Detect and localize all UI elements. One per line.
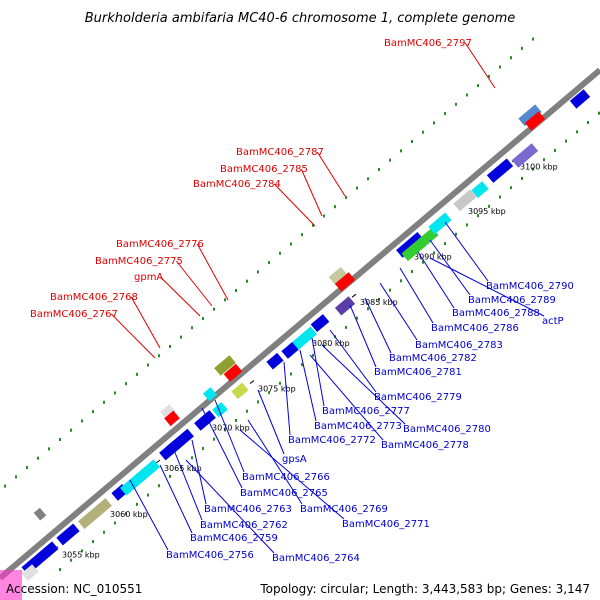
map-title: Burkholderia ambifaria MC40-6 chromosome… [85,11,515,26]
gene-labels: BamMC406_2797 BamMC406_2787 BamMC406_2785 B… [30,38,574,564]
gene-block [334,296,356,316]
gene-label: BamMC406_2779 [374,392,462,403]
gene-block [486,158,514,183]
gene-block [231,382,249,400]
gene-label: BamMC406_2776 [116,239,204,250]
accession-label: Accession: NC_010551 [6,582,143,596]
tick-label: 3080 kbp [312,339,350,348]
gene-block [78,498,112,530]
gene-label: BamMC406_2756 [166,550,254,561]
gene-block [33,507,47,521]
tick-label: 3075 kbp [258,385,296,394]
tick-label: 3090 kbp [414,252,452,261]
tick-label: 3095 kbp [468,207,506,216]
gene-block [453,189,477,212]
gene-block [202,387,218,402]
gene-label: BamMC406_2790 [486,281,574,292]
gene-block [21,564,39,581]
gene-label: actP [542,316,564,327]
gene-label: BamMC406_2778 [381,440,469,451]
gene-block [214,355,236,376]
tick-label: 3070 kbp [212,424,250,433]
gene-label: BamMC406_2784 [193,179,281,190]
gene-label: BamMC406_2769 [300,504,388,515]
gene-label: BamMC406_2789 [468,295,556,306]
outer-dotted-track [4,37,534,488]
label-leaders [110,42,545,554]
gene-features [21,89,591,581]
tick-label: 3085 kbp [360,298,398,307]
gene-block [310,314,330,333]
gene-block [569,89,591,109]
gene-label: BamMC406_2785 [220,164,308,175]
gene-label: BamMC406_2777 [322,406,410,417]
gene-block [401,227,439,262]
gene-label: BamMC406_2788 [452,308,540,319]
gene-label: BamMC406_2781 [374,367,462,378]
gene-block [511,143,539,168]
gene-label: BamMC406_2797 [384,38,472,49]
gene-block [194,410,216,431]
corner-marker [0,570,22,600]
gene-block [524,111,546,131]
chromosome-backbone [0,67,600,581]
gene-label: BamMC406_2759 [190,533,278,544]
gene-label: BamMC406_2771 [342,519,430,530]
gene-label: gpsA [282,454,307,465]
gene-label: BamMC406_2782 [389,353,477,364]
gene-label: BamMC406_2763 [204,504,292,515]
gene-block [428,212,452,235]
inner-dotted-track [59,111,600,572]
gene-label: BamMC406_2775 [95,256,183,267]
gene-label: BamMC406_2773 [314,421,402,432]
gene-block [119,459,161,496]
gene-label: BamMC406_2766 [242,472,330,483]
gene-label: BamMC406_2772 [288,435,376,446]
gene-block [518,104,542,127]
gene-block [396,232,424,258]
gene-block [56,523,80,546]
gene-label: BamMC406_2783 [415,340,503,351]
tick-label: 3060 kbp [110,510,148,519]
gene-label: BamMC406_2787 [236,147,324,158]
gene-block [212,402,228,418]
gene-label: BamMC406_2762 [200,520,288,531]
gene-block [328,266,348,285]
tick-label: 3065 kbp [164,464,202,473]
gene-label: BamMC406_2786 [431,323,519,334]
gene-label: BamMC406_2767 [30,309,118,320]
gene-block [266,352,284,370]
gene-block [160,404,176,420]
tick-marks: 3055 kbp 3060 kbp 3065 kbp 3070 kbp 3075 kbp… [53,158,558,560]
tick-label: 3055 kbp [62,551,100,560]
gene-label: BamMC406_2765 [240,488,328,499]
genome-summary: Topology: circular; Length: 3,443,583 bp… [260,582,590,596]
gene-label: BamMC406_2780 [403,424,491,435]
gene-block [164,410,180,427]
gene-block [334,272,356,292]
gene-block [471,181,489,198]
gene-label: gpmA [134,272,163,283]
gene-block [281,342,299,359]
gene-block [223,363,243,382]
tick-label: 3100 kbp [520,163,558,172]
gene-label: BamMC406_2768 [50,292,138,303]
gene-label: BamMC406_2764 [272,553,360,564]
gene-block [166,428,194,455]
